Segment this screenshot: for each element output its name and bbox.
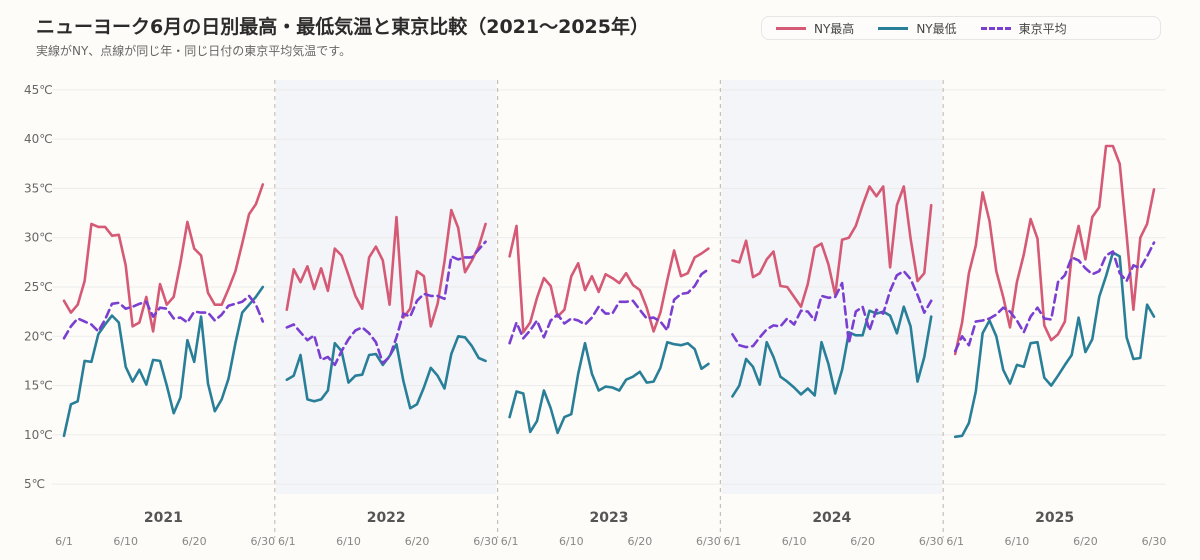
legend-swatch-ny-low xyxy=(878,26,909,30)
x-tick-label: 6/20 xyxy=(1073,535,1098,548)
legend-swatch-tokyo-avg xyxy=(980,26,1011,30)
series-line-ny-high-2023 xyxy=(508,224,710,334)
x-tick-label: 6/1 xyxy=(55,535,73,548)
x-tick-label: 6/20 xyxy=(405,535,430,548)
x-tick-label: 6/1 xyxy=(946,535,964,548)
legend-swatch-ny-high xyxy=(776,26,806,30)
y-axis: 5℃ 10℃ 15℃ 20℃ 25℃ 30℃ 35℃ 40℃ 45℃ xyxy=(24,83,53,491)
panel-year-label: 2023 xyxy=(590,510,629,526)
x-tick-label: 6/30 xyxy=(473,535,498,548)
panel-year-label: 2022 xyxy=(367,510,406,526)
panel-year-label: 2024 xyxy=(812,510,851,526)
y-tick-label: 5℃ xyxy=(24,477,45,491)
chart-title: ニューヨーク6月の日別最高・最低気温と東京比較（2021〜2025年） xyxy=(36,16,649,38)
x-tick-label: 6/20 xyxy=(182,535,207,548)
chart-subtitle: 実線がNY、点線が同じ年・同じ日付の東京平均気温です。 xyxy=(36,44,352,58)
x-tick-label: 6/20 xyxy=(850,535,875,548)
x-tick-label: 6/10 xyxy=(1005,535,1030,548)
series-line-ny-high-2022 xyxy=(285,208,487,328)
legend-label-ny-low: NY最低 xyxy=(916,21,957,36)
x-axis: 2021 6/1 6/10 6/20 6/30 2022 6/1 6/10 6/20 6/30 20… xyxy=(55,510,1166,548)
grid-lines xyxy=(52,89,1166,485)
y-tick-label: 30℃ xyxy=(24,231,53,245)
x-tick-label: 6/1 xyxy=(501,535,519,548)
series-line-ny-high-2024 xyxy=(731,185,933,309)
series-lines xyxy=(62,144,1156,439)
legend-item-ny-low[interactable]: NY最低 xyxy=(878,20,957,37)
series-line-ny-low-2021 xyxy=(62,285,265,438)
y-tick-label: 15℃ xyxy=(24,379,53,393)
legend-label-ny-high: NY最高 xyxy=(814,21,855,36)
series-line-tokyo-avg-2022 xyxy=(285,240,487,367)
x-tick-label: 6/10 xyxy=(782,535,807,548)
legend-item-ny-high[interactable]: NY最高 xyxy=(776,20,854,37)
series-line-tokyo-avg-2023 xyxy=(508,267,710,345)
series-line-tokyo-avg-2021 xyxy=(62,294,265,340)
x-tick-label: 6/30 xyxy=(696,535,721,548)
panel-year-label: 2021 xyxy=(144,510,183,526)
panel-year-label: 2025 xyxy=(1035,510,1074,526)
series-line-tokyo-avg-2025 xyxy=(953,241,1156,353)
series-line-ny-high-2025 xyxy=(953,144,1156,356)
y-tick-label: 40℃ xyxy=(24,132,53,146)
series-line-ny-low-2024 xyxy=(731,305,933,398)
x-tick-label: 6/20 xyxy=(627,535,652,548)
legend: NY最高 NY最低 東京平均 xyxy=(761,16,1161,40)
y-tick-label: 35℃ xyxy=(24,181,53,195)
x-tick-label: 6/30 xyxy=(250,535,275,548)
series-line-ny-low-2025 xyxy=(953,251,1156,439)
x-tick-label: 6/10 xyxy=(559,535,584,548)
y-tick-label: 10℃ xyxy=(24,428,53,442)
x-tick-label: 6/30 xyxy=(1142,535,1167,548)
y-tick-label: 20℃ xyxy=(24,329,53,343)
series-line-ny-high-2021 xyxy=(62,183,265,333)
y-tick-label: 45℃ xyxy=(24,83,53,97)
legend-item-tokyo-avg[interactable]: 東京平均 xyxy=(980,20,1067,37)
series-line-ny-low-2023 xyxy=(508,340,710,435)
y-tick-label: 25℃ xyxy=(24,280,53,294)
series-line-tokyo-avg-2024 xyxy=(731,269,933,349)
x-tick-label: 6/1 xyxy=(278,535,296,548)
x-tick-label: 6/10 xyxy=(113,535,138,548)
x-tick-label: 6/10 xyxy=(336,535,361,548)
legend-label-tokyo-avg: 東京平均 xyxy=(1018,21,1067,36)
x-tick-label: 6/1 xyxy=(724,535,742,548)
x-tick-label: 6/30 xyxy=(919,535,944,548)
